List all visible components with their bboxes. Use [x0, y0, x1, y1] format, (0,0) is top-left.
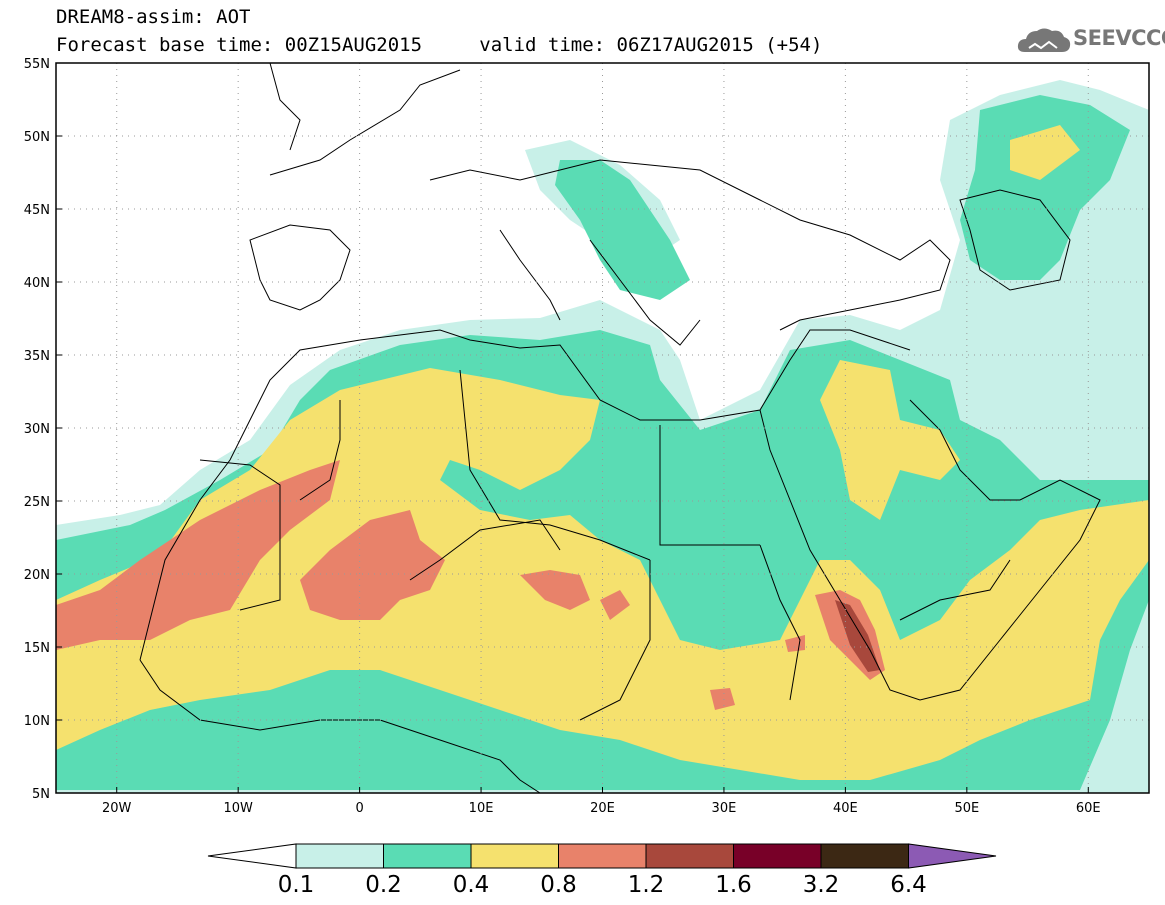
- colorbar: [207, 843, 997, 869]
- colorbar-label: 0.4: [452, 872, 490, 898]
- colorbar-low-arrow: [207, 843, 297, 869]
- lat-tick-label: 30N: [24, 422, 50, 437]
- colorbar-label: 0.1: [277, 872, 315, 898]
- lon-tick-label: 10E: [469, 801, 494, 816]
- latitude-axis: 55N 50N 45N 40N 35N 30N 25N 20N 15N 10N 5N: [24, 57, 62, 802]
- lon-tick-label: 20E: [590, 801, 615, 816]
- cloud-icon: [1017, 28, 1071, 52]
- title-times: Forecast base time: 00Z15AUG2015 valid t…: [56, 34, 822, 56]
- coastlines: [139, 63, 1101, 793]
- lat-tick-label: 15N: [24, 641, 50, 656]
- lat-tick-label: 35N: [24, 349, 50, 364]
- aot-level-1-2: [835, 600, 880, 672]
- lat-tick-label: 10N: [24, 714, 50, 729]
- colorbar-box: [558, 843, 647, 869]
- lat-tick-label: 50N: [24, 130, 50, 145]
- colorbar-label: 1.6: [715, 872, 752, 898]
- lon-tick-label: 40E: [833, 801, 858, 816]
- seevccc-logo: SEEVCCC: [1017, 24, 1165, 56]
- colorbar-label: 3.2: [802, 872, 840, 898]
- lon-tick-label: 50E: [954, 801, 979, 816]
- lat-tick-label: 25N: [24, 495, 50, 510]
- colorbar-box: [295, 843, 384, 869]
- lon-tick-label: 10W: [223, 801, 253, 816]
- colorbar-box: [645, 843, 734, 869]
- grid: [56, 63, 1149, 793]
- colorbar-high-arrow: [908, 843, 997, 869]
- base-time: Forecast base time: 00Z15AUG2015: [56, 34, 423, 56]
- colorbar-label: 6.4: [890, 872, 927, 898]
- lat-tick-label: 5N: [32, 787, 50, 802]
- title-variable: DREAM8-assim: AOT: [56, 6, 251, 28]
- colorbar-box: [820, 843, 909, 869]
- lat-tick-label: 20N: [24, 568, 50, 583]
- colorbar-label: 0.2: [365, 872, 402, 898]
- valid-time: valid time: 06Z17AUG2015 (+54): [479, 34, 823, 56]
- map-plot-area: [56, 63, 1149, 793]
- colorbar-label: 0.8: [540, 872, 577, 898]
- lat-tick-label: 40N: [24, 276, 50, 291]
- lon-tick-label: 20W: [102, 801, 132, 816]
- colorbar-box: [470, 843, 559, 869]
- longitude-axis: 20W 10W 0 10E 20E 30E 40E 50E 60E: [102, 787, 1101, 816]
- logo-text: SEEVCCC: [1073, 26, 1165, 50]
- lat-tick-label: 45N: [24, 203, 50, 218]
- aot-level-0-8: [56, 460, 885, 710]
- colorbar-box: [383, 843, 472, 869]
- lon-tick-label: 0: [355, 801, 363, 816]
- lon-tick-label: 30E: [712, 801, 737, 816]
- colorbar-box: [733, 843, 822, 869]
- colorbar-label: 1.2: [627, 872, 665, 898]
- lon-tick-label: 60E: [1076, 801, 1101, 816]
- lat-tick-label: 55N: [24, 57, 50, 72]
